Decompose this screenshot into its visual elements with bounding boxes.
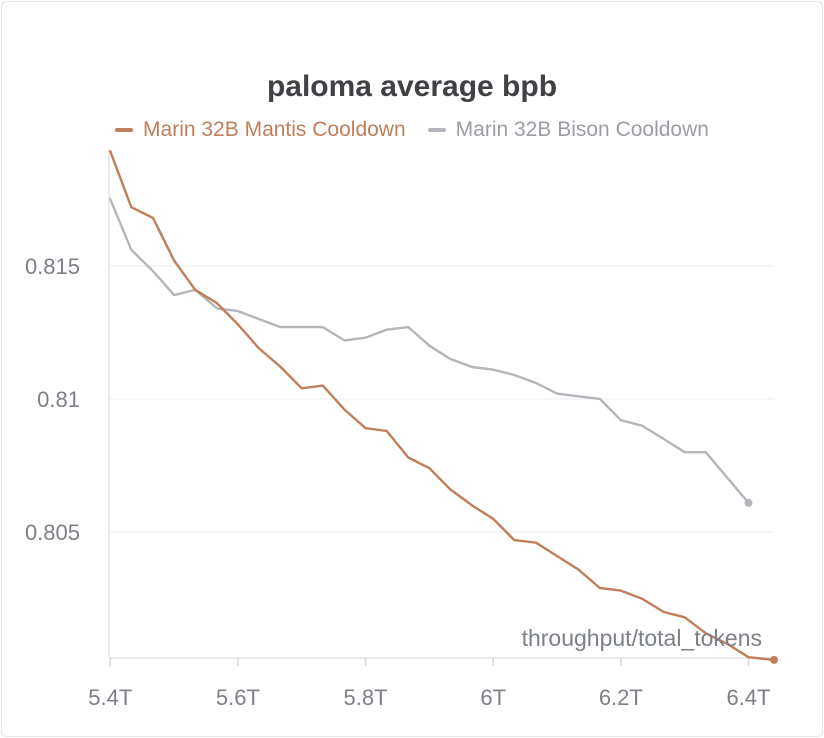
y-tick-label: 0.805 (25, 520, 80, 545)
x-tick-label: 5.4T (88, 685, 132, 710)
y-tick-label: 0.81 (37, 387, 80, 412)
legend-item-bison[interactable]: Marin 32B Bison Cooldown (427, 118, 709, 142)
legend-swatch-mantis (115, 128, 134, 132)
x-tick-label: 6T (480, 685, 506, 710)
y-tick-label: 0.815 (25, 254, 80, 279)
series-line (109, 150, 776, 662)
x-axis-title: throughput/total_tokens (522, 625, 762, 651)
axes (108, 150, 774, 666)
legend-swatch-bison (427, 128, 446, 132)
series-end-marker (770, 655, 778, 664)
series-end-marker (744, 498, 753, 507)
legend-label-mantis: Marin 32B Mantis Cooldown (143, 118, 406, 141)
chart-legend: Marin 32B Mantis Cooldown Marin 32B Biso… (0, 118, 824, 142)
chart-title: paloma average bpb (266, 70, 558, 103)
legend-label-bison: Marin 32B Bison Cooldown (455, 118, 709, 141)
series-line (109, 198, 750, 504)
x-tick-label: 5.8T (344, 685, 388, 710)
x-tick-label: 6.4T (726, 685, 770, 710)
x-tick-label: 5.6T (216, 685, 260, 710)
grid-lines (109, 265, 774, 533)
tick-labels: 0.815 0.81 0.805 5.4T 5.6T 5.8T 6T 6.2T 6.4T (25, 254, 771, 710)
series-lines (109, 150, 778, 664)
legend-item-mantis[interactable]: Marin 32B Mantis Cooldown (115, 118, 406, 142)
x-tick-label: 6.2T (599, 685, 643, 710)
